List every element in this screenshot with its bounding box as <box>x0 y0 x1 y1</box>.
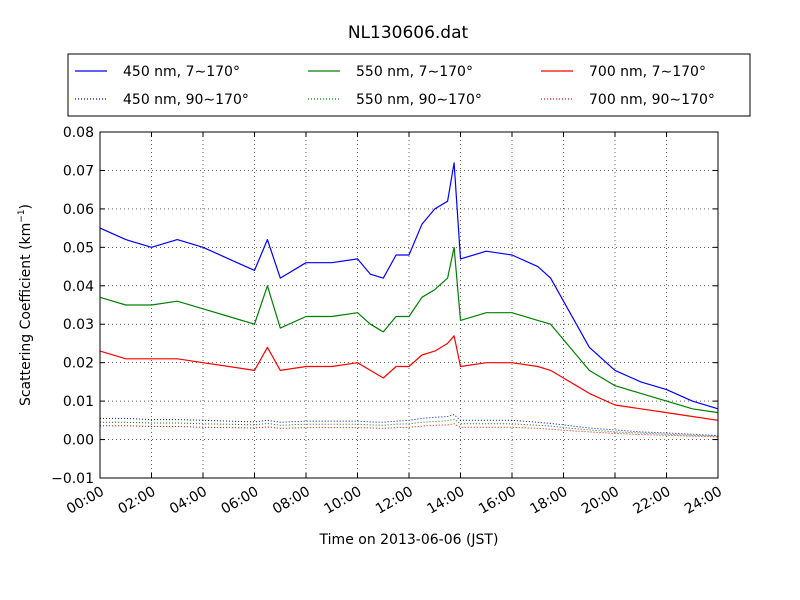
y-axis-label: Scattering Coefficient (km−1) <box>17 204 34 406</box>
y-tick-label: 0.04 <box>63 279 94 295</box>
legend-label-1: 450 nm, 7∼170° <box>123 64 240 80</box>
plot-frame <box>99 131 719 479</box>
y-axis-label-main: Scattering Coefficient (km <box>18 223 34 406</box>
chart-title: NL130606.dat <box>348 23 469 43</box>
series-line-3 <box>99 335 719 421</box>
series-lines <box>99 162 719 438</box>
y-tick-label: 0.02 <box>63 356 94 372</box>
y-axis-label-exponent: −1 <box>17 209 27 222</box>
series-line-6 <box>100 423 719 438</box>
y-tick-label: 0.00 <box>63 433 94 449</box>
legend-label-2: 550 nm, 7∼170° <box>356 64 473 80</box>
legend-label-4: 450 nm, 90∼170° <box>123 92 249 108</box>
y-tick-label: −0.01 <box>51 471 94 487</box>
y-tick-label: 0.03 <box>63 317 94 333</box>
y-tick-label: 0.06 <box>63 202 94 218</box>
legend: 450 nm, 7∼170° 550 nm, 7∼170° 700 nm, 7∼17… <box>67 53 751 117</box>
legend-label-5: 550 nm, 90∼170° <box>356 92 482 108</box>
y-axis-label-close: ) <box>18 204 34 209</box>
legend-label-6: 700 nm, 90∼170° <box>589 92 715 108</box>
y-tick-label: 0.05 <box>63 240 94 256</box>
x-axis-label: Time on 2013-06-06 (JST) <box>319 532 499 548</box>
legend-box <box>67 53 751 117</box>
y-tick-label: 0.07 <box>63 163 94 179</box>
y-tick-label: 0.08 <box>63 125 94 141</box>
series-line-2 <box>99 246 719 414</box>
legend-label-3: 700 nm, 7∼170° <box>589 64 706 80</box>
y-tick-label: 0.01 <box>63 394 94 410</box>
series-line-1 <box>99 162 719 410</box>
